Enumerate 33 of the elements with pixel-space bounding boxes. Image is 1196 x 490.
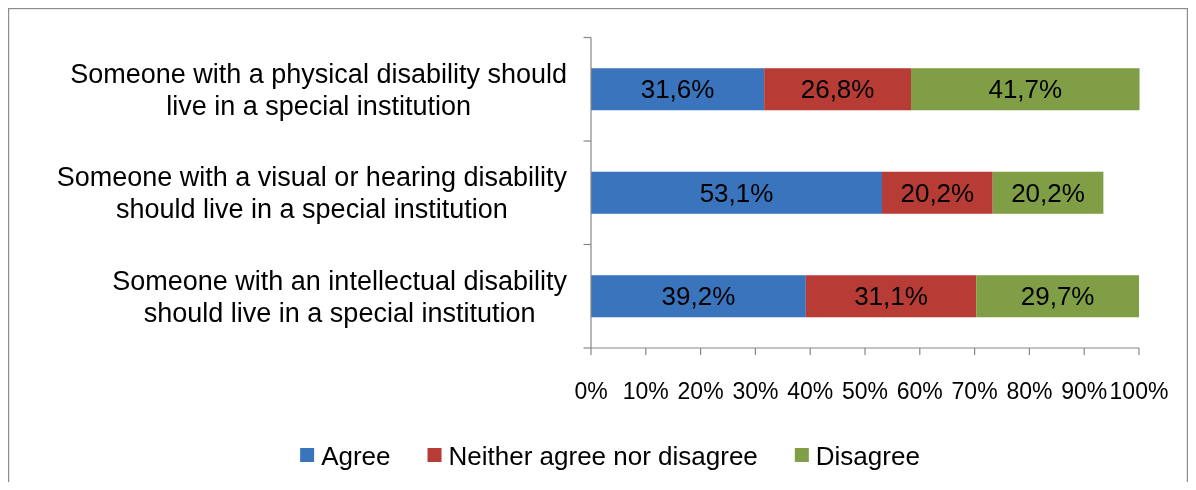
bar	[591, 275, 806, 318]
data-label: 31,6%	[640, 74, 715, 105]
data-label: 26,8%	[800, 74, 875, 105]
bar	[976, 275, 1139, 318]
bar	[911, 68, 1140, 111]
x-tick-label: 100%	[1109, 378, 1169, 404]
x-tick-label: 70%	[951, 378, 998, 404]
y-tick-label: Someone with a physical disability should live in a special institution	[70, 58, 568, 121]
x-tick-label: 20%	[677, 378, 724, 404]
bar	[805, 275, 977, 318]
legend-label: Neither agree nor disagree	[448, 440, 758, 471]
data-label: 20,2%	[900, 177, 975, 208]
bar	[591, 171, 882, 214]
x-tick-label: 30%	[732, 378, 779, 404]
data-label: 41,7%	[988, 74, 1063, 105]
data-label: 20,2%	[1011, 177, 1085, 208]
data-label: 29,7%	[1020, 281, 1095, 312]
x-tick-label: 80%	[1006, 378, 1053, 404]
x-tick-label: 60%	[896, 378, 943, 404]
y-tick-label: Someone with a visual or hearing disability should live in a special institution	[56, 162, 568, 225]
data-label: 39,2%	[661, 281, 736, 312]
bar	[764, 68, 912, 111]
x-tick-label: 40%	[787, 378, 834, 404]
data-label: 31,1%	[854, 281, 928, 312]
legend-label: Disagree	[815, 440, 920, 471]
x-tick-label: 0%	[574, 378, 608, 404]
legend-label: Agree	[321, 440, 391, 471]
bar	[591, 68, 765, 111]
x-tick-label: 50%	[841, 378, 889, 404]
x-tick-label: 10%	[622, 378, 669, 404]
data-label: 53,1%	[699, 177, 774, 208]
y-tick-label: Someone with an intellectual disability should live in a special institution	[112, 265, 568, 328]
x-tick-label: 90%	[1061, 378, 1108, 404]
